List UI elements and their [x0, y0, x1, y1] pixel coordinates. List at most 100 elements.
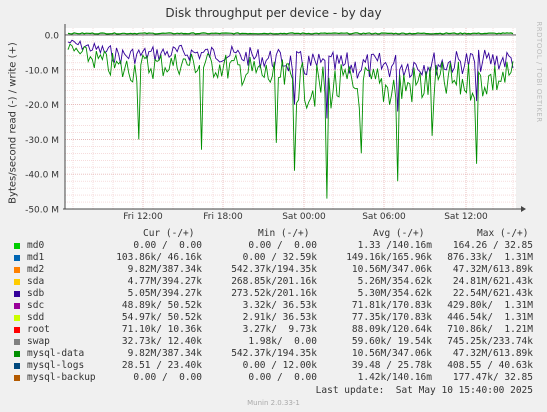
chart-title: Disk throughput per device - by day — [165, 6, 382, 20]
legend-swatch — [14, 267, 20, 273]
legend-swatch — [14, 339, 20, 345]
legend-min-value: 0.00 / 12.00k — [242, 360, 317, 371]
legend-max-value: 164.26 / 32.85 — [452, 240, 533, 251]
legend-avg-value: 77.35k/170.83k — [351, 312, 432, 323]
legend-series-name: mysql-backup — [27, 372, 96, 383]
legend-min-value: 542.37k/194.35k — [231, 348, 317, 359]
legend-row: swap 32.73k/ 12.40k 1.98k/ 0.00 59.60k/ 19.… — [0, 336, 547, 348]
legend-series-name: md2 — [27, 264, 45, 275]
legend-cur-value: 5.05M/394.27k — [127, 288, 202, 299]
legend-row: md0 0.00 / 0.00 0.00 / 0.00 1.33 /140.16m 16… — [0, 240, 547, 252]
legend-min-value: 0.00 / 32.59k — [242, 252, 317, 263]
plot-axes: 0.0 -10.0 M -20.0 M -30.0 M -40.0 M -50.0 M Fr… — [25, 24, 526, 222]
legend-cur-value: 48.89k/ 50.52k — [121, 300, 202, 311]
series-line-write — [67, 32, 514, 35]
legend-cur-value: 9.82M/387.34k — [127, 264, 202, 275]
legend-swatch — [14, 315, 20, 321]
legend-row: mysql-data 9.82M/387.34k 542.37k/194.35k 10… — [0, 348, 547, 360]
legend-min-value: 542.37k/194.35k — [231, 264, 317, 275]
legend-avg-value: 88.09k/120.64k — [351, 324, 432, 335]
legend-max-value: 408.55 / 40.63k — [447, 360, 533, 371]
legend-series-name: sdc — [27, 300, 45, 311]
x-axis-arrow — [521, 206, 526, 212]
legend-row: md1 103.86k/ 46.16k 0.00 / 32.59k 149.16k/1… — [0, 252, 547, 264]
legend-swatch — [14, 303, 20, 309]
legend-swatch — [14, 351, 20, 357]
legend-row: sdd 54.97k/ 50.52k 2.91k/ 36.53k 77.35k/170… — [0, 312, 547, 324]
legend-max-value: 710.86k/ 1.21M — [447, 324, 533, 335]
legend-swatch — [14, 255, 20, 261]
legend-max-value: 876.33k/ 1.31M — [447, 252, 533, 263]
legend-max-value: 177.47k/ 32.85 — [452, 372, 533, 383]
legend-avg-value: 59.60k/ 19.54k — [351, 336, 432, 347]
legend-cur-value: 0.00 / 0.00 — [133, 240, 202, 251]
y-tick-label: -30.0 M — [25, 136, 59, 146]
y-tick-label: -40.0 M — [25, 171, 59, 181]
legend-series-name: md1 — [27, 252, 45, 263]
legend-swatch — [14, 327, 20, 333]
y-tick-label: 0.0 — [45, 31, 60, 41]
x-tick-label: Sat 00:00 — [282, 212, 326, 222]
legend-max-value: 446.54k/ 1.31M — [447, 312, 533, 323]
legend-swatch — [14, 243, 20, 249]
legend-min-value: 0.00 / 0.00 — [248, 372, 317, 383]
legend-header-min: Min (-/+) — [258, 228, 310, 239]
legend-min-value: 1.98k/ 0.00 — [248, 336, 317, 347]
legend-avg-value: 5.26M/354.62k — [357, 276, 432, 287]
plot-background — [65, 28, 516, 209]
x-tick-label: Fri 18:00 — [203, 212, 243, 222]
chart-plot: 0.0 -10.0 M -20.0 M -30.0 M -40.0 M -50.0 M Fr… — [25, 24, 526, 222]
munin-footer: Munin 2.0.33-1 — [247, 399, 300, 407]
x-tick-label: Sat 06:00 — [362, 212, 406, 222]
legend-max-value: 22.54M/621.43k — [452, 288, 533, 299]
legend-avg-value: 1.33 /140.16m — [357, 240, 432, 251]
legend-min-value: 0.00 / 0.00 — [248, 240, 317, 251]
legend-cur-value: 9.82M/387.34k — [127, 348, 202, 359]
legend-header-max: Max (-/+) — [477, 228, 529, 239]
x-tick-label: Sat 12:00 — [444, 212, 488, 222]
legend-max-value: 745.25k/233.74k — [447, 336, 533, 347]
legend-avg-value: 71.81k/170.83k — [351, 300, 432, 311]
y-tick-label: -50.0 M — [25, 206, 59, 216]
legend-avg-value: 10.56M/347.06k — [351, 264, 432, 275]
legend-swatch — [14, 279, 20, 285]
legend-row: sdc 48.89k/ 50.52k 3.32k/ 36.53k 71.81k/170… — [0, 300, 547, 312]
x-tick-label: Fri 12:00 — [123, 212, 163, 222]
legend-row: mysql-logs 28.51 / 23.40k 0.00 / 12.00k 39.… — [0, 360, 547, 372]
legend-min-value: 3.27k/ 9.73k — [242, 324, 317, 335]
legend-min-value: 2.91k/ 36.53k — [242, 312, 317, 323]
plot-series — [67, 32, 514, 199]
legend-max-value: 429.80k/ 1.31M — [447, 300, 533, 311]
legend-min-value: 268.85k/201.16k — [231, 276, 317, 287]
legend-swatch — [14, 363, 20, 369]
series-line — [67, 43, 514, 199]
legend-cur-value: 71.10k/ 10.36k — [121, 324, 202, 335]
legend-series-name: mysql-logs — [27, 360, 85, 371]
legend-series-name: sda — [27, 276, 45, 287]
legend-row: sda 4.77M/394.27k 268.85k/201.16k 5.26M/354… — [0, 276, 547, 288]
legend-series-name: sdb — [27, 288, 45, 299]
legend-avg-value: 1.42k/140.16m — [357, 372, 432, 383]
legend-min-value: 3.32k/ 36.53k — [242, 300, 317, 311]
legend-swatch — [14, 291, 20, 297]
legend-header-cur: Cur (-/+) — [143, 228, 195, 239]
y-tick-label: -20.0 M — [25, 101, 59, 111]
last-update: Last update: Sat May 10 15:40:00 2025 — [315, 385, 533, 396]
legend-series-name: root — [27, 324, 50, 335]
legend-avg-value: 39.48 / 25.78k — [351, 360, 432, 371]
legend-cur-value: 4.77M/394.27k — [127, 276, 202, 287]
legend-avg-value: 10.56M/347.06k — [351, 348, 432, 359]
legend-cur-value: 54.97k/ 50.52k — [121, 312, 202, 323]
legend-row: root 71.10k/ 10.36k 3.27k/ 9.73k 88.09k/120… — [0, 324, 547, 336]
legend-row: sdb 5.05M/394.27k 273.52k/201.16k 5.30M/354… — [0, 288, 547, 300]
series-line — [67, 39, 514, 119]
legend-swatch — [14, 375, 20, 381]
legend-cur-value: 32.73k/ 12.40k — [121, 336, 202, 347]
legend-header-avg: Avg (-/+) — [373, 228, 425, 239]
legend-avg-value: 149.16k/165.96k — [346, 252, 432, 263]
legend-series-name: mysql-data — [27, 348, 85, 359]
legend-cur-value: 28.51 / 23.40k — [121, 360, 202, 371]
legend-row: md2 9.82M/387.34k 542.37k/194.35k 10.56M/34… — [0, 264, 547, 276]
legend-min-value: 273.52k/201.16k — [231, 288, 317, 299]
legend-max-value: 47.32M/613.89k — [452, 348, 533, 359]
